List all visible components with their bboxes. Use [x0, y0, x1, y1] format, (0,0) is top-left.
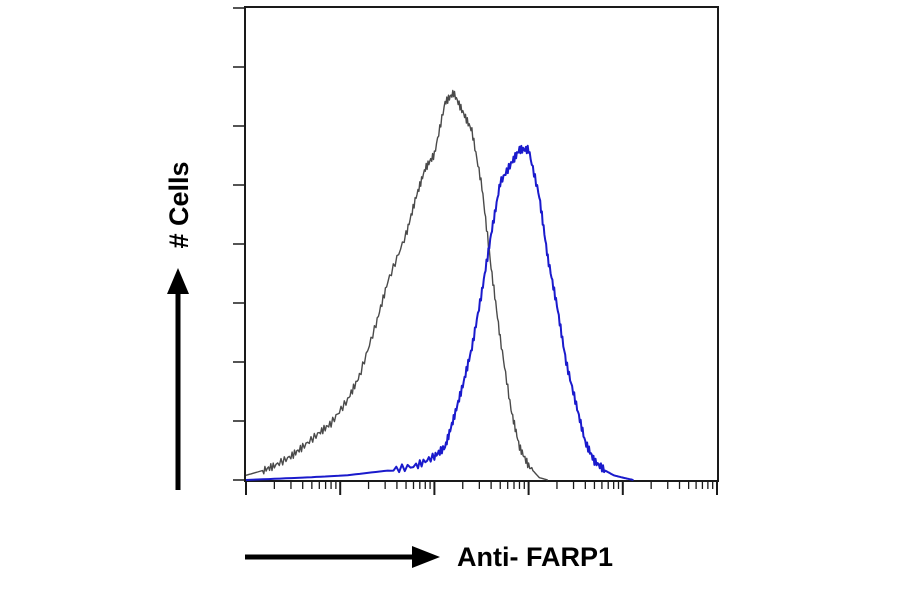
histogram-curves: [245, 89, 634, 481]
x-axis-arrow-head: [412, 546, 440, 568]
x-axis-label: Anti- FARP1: [457, 542, 613, 572]
y-axis-arrow-head: [167, 268, 189, 294]
axis-ticks: [233, 7, 718, 495]
plot-frame: [244, 6, 719, 482]
histogram-curve-control: [245, 89, 548, 481]
histogram-curve-sample: [245, 144, 634, 481]
y-axis-label: # Cells: [164, 161, 194, 248]
